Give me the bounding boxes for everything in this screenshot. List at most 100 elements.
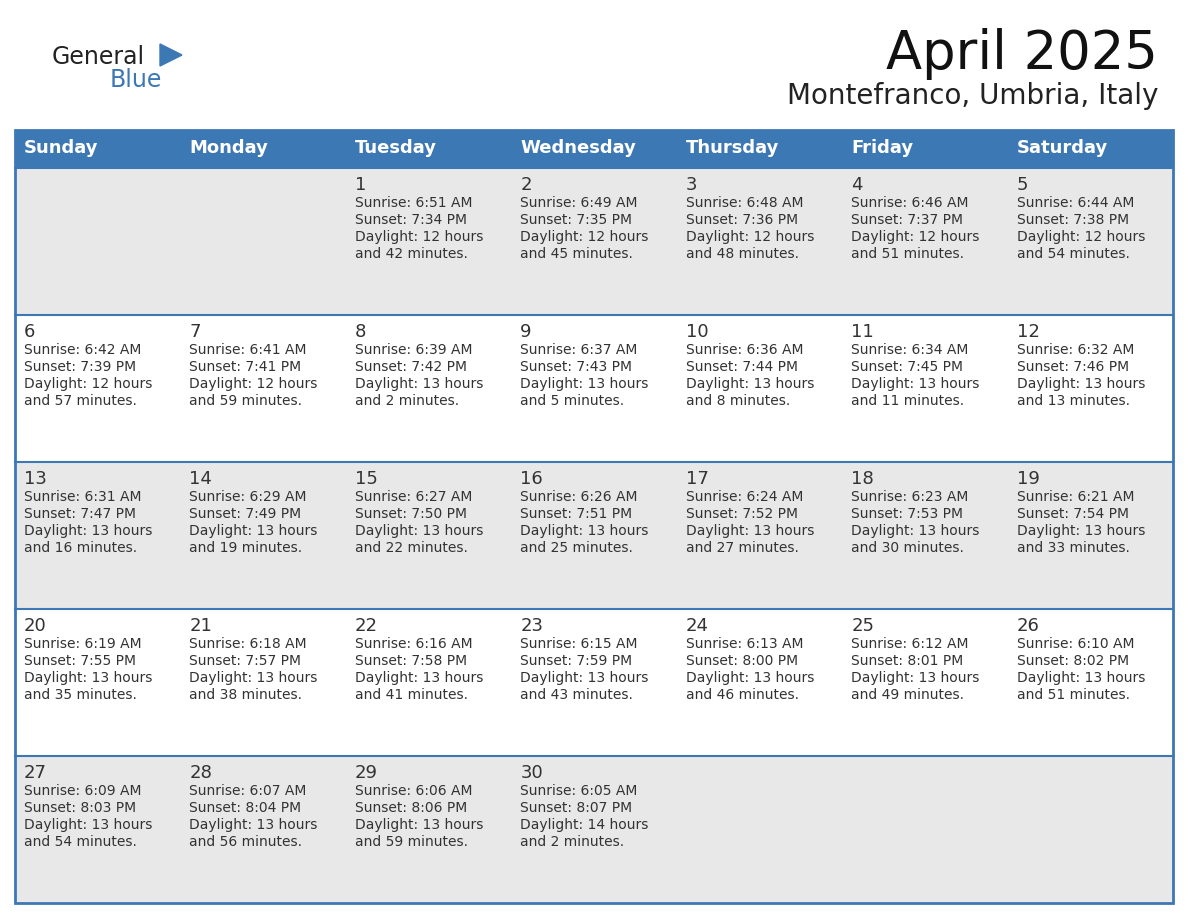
Bar (511, 756, 677, 903)
Text: Sunrise: 6:31 AM: Sunrise: 6:31 AM (24, 490, 141, 504)
Text: Sunset: 8:04 PM: Sunset: 8:04 PM (189, 801, 302, 815)
Text: 20: 20 (24, 617, 46, 635)
Text: Sunrise: 6:27 AM: Sunrise: 6:27 AM (355, 490, 473, 504)
Text: Daylight: 13 hours: Daylight: 13 hours (851, 671, 980, 685)
Text: 28: 28 (189, 764, 213, 782)
Bar (842, 462, 1007, 609)
Text: 12: 12 (1017, 323, 1040, 341)
Text: and 27 minutes.: and 27 minutes. (685, 541, 798, 555)
Bar (15, 315, 181, 462)
Text: Sunset: 8:06 PM: Sunset: 8:06 PM (355, 801, 467, 815)
Text: Sunset: 7:36 PM: Sunset: 7:36 PM (685, 213, 798, 227)
Text: Daylight: 13 hours: Daylight: 13 hours (851, 377, 980, 391)
Text: and 51 minutes.: and 51 minutes. (851, 247, 965, 261)
Text: Daylight: 13 hours: Daylight: 13 hours (1017, 524, 1145, 538)
Text: Sunset: 7:38 PM: Sunset: 7:38 PM (1017, 213, 1129, 227)
Text: and 33 minutes.: and 33 minutes. (1017, 541, 1130, 555)
Text: and 8 minutes.: and 8 minutes. (685, 394, 790, 408)
Text: Sunrise: 6:51 AM: Sunrise: 6:51 AM (355, 196, 473, 210)
Bar (346, 756, 511, 903)
Text: Daylight: 13 hours: Daylight: 13 hours (355, 377, 484, 391)
Bar (346, 609, 511, 756)
Text: Daylight: 13 hours: Daylight: 13 hours (189, 818, 318, 832)
Text: 10: 10 (685, 323, 708, 341)
Text: Daylight: 13 hours: Daylight: 13 hours (189, 524, 318, 538)
Text: 7: 7 (189, 323, 201, 341)
Text: and 45 minutes.: and 45 minutes. (520, 247, 633, 261)
Text: Sunset: 8:07 PM: Sunset: 8:07 PM (520, 801, 632, 815)
Bar (511, 462, 677, 609)
Bar (677, 130, 842, 168)
Text: Sunrise: 6:48 AM: Sunrise: 6:48 AM (685, 196, 803, 210)
Text: Sunrise: 6:09 AM: Sunrise: 6:09 AM (24, 784, 141, 798)
Text: Sunset: 8:02 PM: Sunset: 8:02 PM (1017, 654, 1129, 668)
Bar (346, 462, 511, 609)
Text: Daylight: 13 hours: Daylight: 13 hours (1017, 671, 1145, 685)
Text: 14: 14 (189, 470, 213, 488)
Text: Sunset: 7:49 PM: Sunset: 7:49 PM (189, 507, 302, 521)
Text: Daylight: 13 hours: Daylight: 13 hours (355, 671, 484, 685)
Polygon shape (160, 44, 182, 66)
Text: and 25 minutes.: and 25 minutes. (520, 541, 633, 555)
Text: Sunrise: 6:36 AM: Sunrise: 6:36 AM (685, 343, 803, 357)
Text: Daylight: 13 hours: Daylight: 13 hours (685, 377, 814, 391)
Text: Daylight: 13 hours: Daylight: 13 hours (520, 524, 649, 538)
Bar (181, 315, 346, 462)
Text: Daylight: 13 hours: Daylight: 13 hours (355, 818, 484, 832)
Text: Daylight: 12 hours: Daylight: 12 hours (24, 377, 152, 391)
Text: Sunset: 7:54 PM: Sunset: 7:54 PM (1017, 507, 1129, 521)
Text: Daylight: 13 hours: Daylight: 13 hours (355, 524, 484, 538)
Bar (511, 609, 677, 756)
Text: and 5 minutes.: and 5 minutes. (520, 394, 625, 408)
Text: Sunset: 7:46 PM: Sunset: 7:46 PM (1017, 360, 1129, 374)
Text: Daylight: 13 hours: Daylight: 13 hours (189, 671, 318, 685)
Text: Sunrise: 6:34 AM: Sunrise: 6:34 AM (851, 343, 968, 357)
Text: Sunrise: 6:23 AM: Sunrise: 6:23 AM (851, 490, 968, 504)
Text: Sunrise: 6:07 AM: Sunrise: 6:07 AM (189, 784, 307, 798)
Text: Sunrise: 6:37 AM: Sunrise: 6:37 AM (520, 343, 638, 357)
Text: Sunrise: 6:49 AM: Sunrise: 6:49 AM (520, 196, 638, 210)
Text: 26: 26 (1017, 617, 1040, 635)
Text: Tuesday: Tuesday (355, 139, 437, 157)
Text: Sunrise: 6:39 AM: Sunrise: 6:39 AM (355, 343, 473, 357)
Text: Daylight: 14 hours: Daylight: 14 hours (520, 818, 649, 832)
Bar (346, 315, 511, 462)
Text: 3: 3 (685, 176, 697, 194)
Bar (677, 462, 842, 609)
Text: 16: 16 (520, 470, 543, 488)
Text: Daylight: 13 hours: Daylight: 13 hours (685, 671, 814, 685)
Text: Friday: Friday (851, 139, 914, 157)
Text: and 42 minutes.: and 42 minutes. (355, 247, 468, 261)
Text: and 57 minutes.: and 57 minutes. (24, 394, 137, 408)
Text: Sunset: 7:50 PM: Sunset: 7:50 PM (355, 507, 467, 521)
Bar (15, 130, 1173, 903)
Text: 8: 8 (355, 323, 366, 341)
Text: Monday: Monday (189, 139, 268, 157)
Text: Sunset: 7:43 PM: Sunset: 7:43 PM (520, 360, 632, 374)
Text: Daylight: 13 hours: Daylight: 13 hours (24, 671, 152, 685)
Text: 21: 21 (189, 617, 213, 635)
Text: and 22 minutes.: and 22 minutes. (355, 541, 468, 555)
Text: Sunrise: 6:46 AM: Sunrise: 6:46 AM (851, 196, 968, 210)
Text: Sunrise: 6:18 AM: Sunrise: 6:18 AM (189, 637, 307, 651)
Text: Daylight: 13 hours: Daylight: 13 hours (520, 377, 649, 391)
Text: Sunrise: 6:06 AM: Sunrise: 6:06 AM (355, 784, 473, 798)
Text: Sunrise: 6:05 AM: Sunrise: 6:05 AM (520, 784, 638, 798)
Text: 19: 19 (1017, 470, 1040, 488)
Bar (677, 168, 842, 315)
Text: Sunrise: 6:42 AM: Sunrise: 6:42 AM (24, 343, 141, 357)
Text: Daylight: 12 hours: Daylight: 12 hours (1017, 230, 1145, 244)
Text: Sunset: 7:45 PM: Sunset: 7:45 PM (851, 360, 963, 374)
Text: and 43 minutes.: and 43 minutes. (520, 688, 633, 702)
Text: and 13 minutes.: and 13 minutes. (1017, 394, 1130, 408)
Text: 30: 30 (520, 764, 543, 782)
Bar (181, 609, 346, 756)
Bar (15, 609, 181, 756)
Text: and 54 minutes.: and 54 minutes. (24, 835, 137, 849)
Text: Blue: Blue (110, 68, 163, 92)
Text: Sunset: 7:37 PM: Sunset: 7:37 PM (851, 213, 963, 227)
Bar (1007, 756, 1173, 903)
Bar (511, 315, 677, 462)
Text: Sunset: 7:41 PM: Sunset: 7:41 PM (189, 360, 302, 374)
Text: Sunset: 7:47 PM: Sunset: 7:47 PM (24, 507, 135, 521)
